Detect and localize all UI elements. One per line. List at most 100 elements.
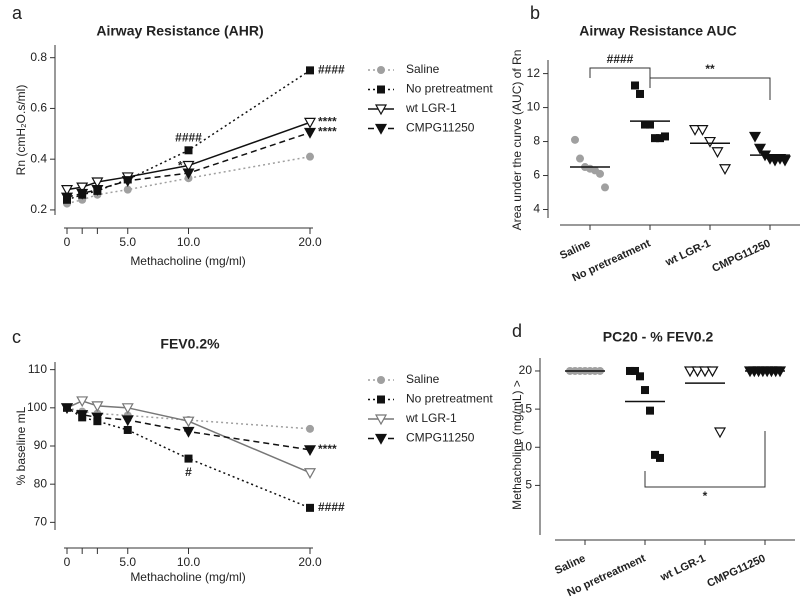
legend-marker <box>377 85 385 94</box>
panel-letter: b <box>530 3 540 23</box>
annotation: #### <box>607 52 634 66</box>
legend-label: No pretreatment <box>406 392 493 406</box>
legend-label: CMPG11250 <box>406 121 475 135</box>
data-point <box>631 81 639 90</box>
data-point <box>303 117 317 129</box>
y-tick-label: 6 <box>533 168 540 182</box>
annotation: * <box>703 489 708 503</box>
data-point <box>91 185 104 196</box>
chart-title: Airway Resistance AUC <box>579 23 736 39</box>
data-point <box>184 454 193 463</box>
y-tick-label: 110 <box>28 362 47 376</box>
annotation: **** <box>318 115 337 129</box>
data-point <box>646 406 654 415</box>
annotation: #### <box>318 500 345 514</box>
bracket <box>644 431 766 488</box>
y-tick-label: 15 <box>519 401 533 415</box>
data-point <box>182 160 195 172</box>
data-point <box>571 135 579 144</box>
legend-marker <box>377 66 385 74</box>
y-tick-label: 90 <box>34 438 48 452</box>
data-point <box>711 147 724 158</box>
data-point <box>123 185 132 194</box>
y-tick-label: 5 <box>525 478 532 492</box>
data-point <box>76 410 89 421</box>
series-line <box>66 407 311 430</box>
y-tick-label: 70 <box>34 515 48 529</box>
x-tick-label: 5.0 <box>119 555 136 569</box>
x-tick-label: 5.0 <box>119 235 136 249</box>
data-point <box>121 415 134 427</box>
x-tick-label: Saline <box>558 237 592 262</box>
chart-title: Airway Resistance (AHR) <box>96 23 263 39</box>
data-point <box>641 386 649 395</box>
data-point <box>121 176 134 187</box>
y-tick-label: 10 <box>527 100 541 114</box>
data-point <box>753 143 767 155</box>
bracket <box>589 67 651 78</box>
x-tick-label: Saline <box>553 552 587 577</box>
y-tick-label: 0.8 <box>30 50 47 64</box>
legend-label: Saline <box>406 62 440 76</box>
x-tick-label: wt LGR-1 <box>658 552 708 584</box>
data-point <box>631 366 639 375</box>
data-point <box>596 169 604 178</box>
data-point <box>636 372 644 381</box>
legend-label: wt LGR-1 <box>405 411 457 425</box>
x-tick-label: 0 <box>64 235 71 249</box>
data-point <box>184 146 193 155</box>
y-axis-label: Methacholine (mg/mL) > <box>510 380 524 510</box>
y-tick-label: 0.4 <box>30 151 47 165</box>
y-tick-label: 80 <box>34 476 48 490</box>
annotation: ** <box>705 62 715 76</box>
data-point <box>91 177 104 189</box>
data-point <box>656 453 664 462</box>
annotation: #### <box>318 63 345 77</box>
data-point <box>91 412 104 424</box>
data-point <box>303 468 317 479</box>
annotation: #### <box>175 130 202 144</box>
x-tick-label: CMPG11250 <box>710 237 772 274</box>
data-point <box>713 427 727 439</box>
legend-marker <box>374 414 388 426</box>
data-point <box>306 424 314 433</box>
data-point <box>778 155 792 167</box>
legend-marker <box>374 433 388 445</box>
panel-letter: d <box>512 321 522 341</box>
data-point <box>60 403 74 415</box>
legend-label: No pretreatment <box>406 82 493 96</box>
y-tick-label: 0.6 <box>30 101 47 115</box>
data-point <box>641 120 649 129</box>
data-point <box>688 125 702 136</box>
data-point <box>703 136 717 148</box>
legend-marker <box>374 123 388 135</box>
data-point <box>651 450 659 459</box>
annotation: # <box>185 465 192 479</box>
x-tick-label: 10.0 <box>177 235 201 249</box>
x-tick-label: 10.0 <box>177 555 201 569</box>
data-point <box>691 366 704 378</box>
data-point <box>303 445 317 457</box>
data-point <box>76 188 89 200</box>
annotation: **** <box>318 125 337 139</box>
y-tick-label: 4 <box>533 202 540 216</box>
data-point <box>576 154 584 163</box>
data-point <box>718 164 732 175</box>
data-point <box>60 185 74 196</box>
data-point <box>123 425 132 434</box>
legend-label: Saline <box>406 372 440 386</box>
data-point <box>60 192 74 204</box>
data-point <box>306 152 314 161</box>
data-point <box>76 182 89 194</box>
x-tick-label: wt LGR-1 <box>663 237 713 269</box>
data-point <box>656 134 664 143</box>
x-tick-label: 20.0 <box>298 555 322 569</box>
y-tick-label: 12 <box>527 66 541 80</box>
y-tick-label: 10 <box>519 439 533 453</box>
data-point <box>748 131 762 143</box>
legend-marker <box>377 376 385 384</box>
data-point <box>683 366 697 378</box>
data-point <box>661 132 669 141</box>
x-tick-label: 0 <box>64 555 71 569</box>
